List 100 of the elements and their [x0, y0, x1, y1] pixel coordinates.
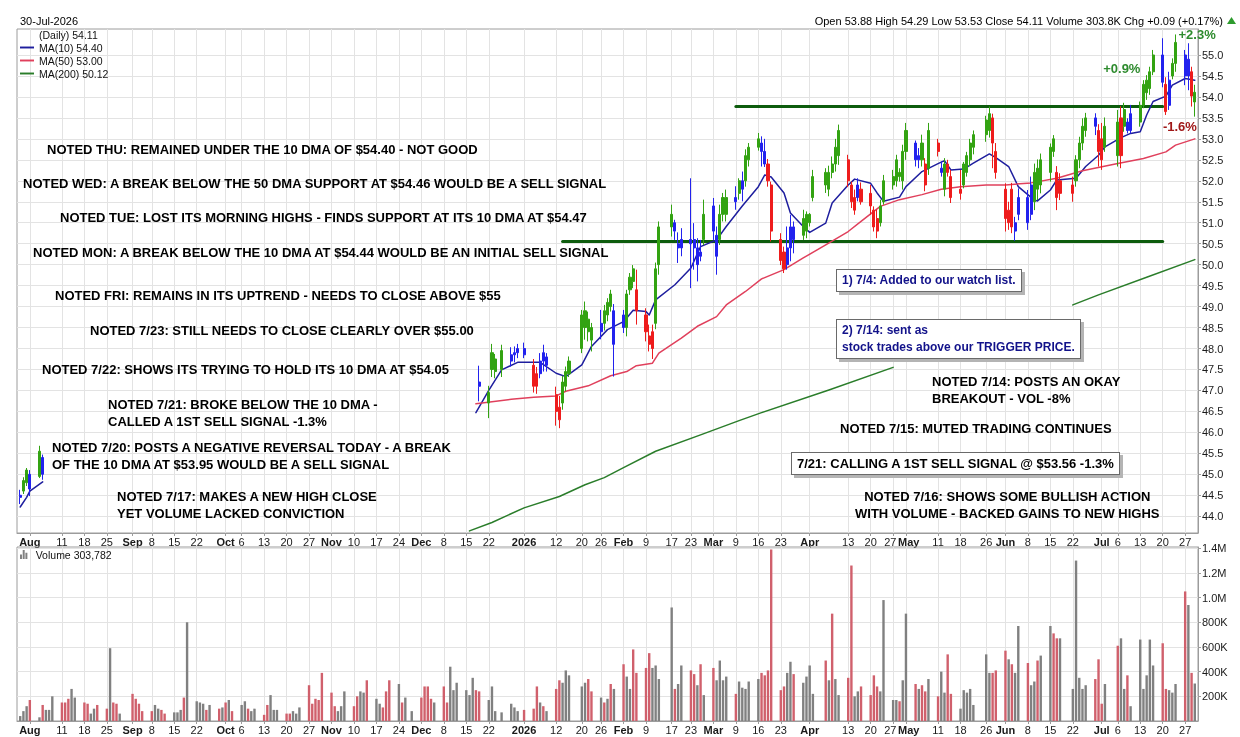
bar — [1084, 685, 1087, 721]
x-tick-label: Mar — [703, 723, 724, 736]
x-tick-label: 8 — [1024, 723, 1031, 736]
x-tick-label: 8 — [440, 723, 447, 736]
bar — [298, 707, 301, 721]
bar — [240, 704, 243, 721]
bar — [163, 713, 166, 721]
y-tick-label: 400K — [1202, 665, 1229, 678]
x-tick-label: 9 — [732, 723, 739, 736]
x-tick-label: 26 — [594, 723, 608, 736]
bar — [914, 683, 917, 721]
y-tick-label: 200K — [1202, 690, 1229, 703]
x-tick-label: Oct — [216, 723, 236, 736]
bar — [808, 665, 811, 721]
x-tick-label: 6 — [1114, 723, 1121, 736]
x-tick-label: 17 — [370, 723, 383, 736]
bar — [86, 703, 89, 721]
bar — [179, 709, 182, 721]
x-tick-label: 27 — [302, 723, 316, 736]
bar — [83, 702, 86, 721]
x-tick-label: Aug — [19, 723, 41, 736]
x-tick-label: 27 — [1179, 723, 1192, 736]
bar — [500, 712, 503, 721]
x-tick-label: 15 — [168, 723, 181, 736]
bar — [67, 698, 70, 721]
bar — [651, 667, 654, 721]
bar — [1190, 672, 1193, 721]
bar — [927, 679, 930, 721]
x-tick-label: 13 — [842, 723, 855, 736]
x-tick-label: Jun — [995, 723, 1016, 736]
bar — [834, 679, 837, 721]
bar — [516, 711, 519, 721]
bar — [670, 607, 673, 721]
x-tick-label: 18 — [78, 723, 91, 736]
x-tick-label: 17 — [665, 723, 678, 736]
bar — [41, 704, 44, 721]
bar — [606, 698, 609, 721]
bar — [946, 654, 949, 721]
x-tick-label: 24 — [392, 723, 406, 736]
x-tick-label: 10 — [347, 723, 361, 736]
x-tick-label: 6 — [238, 723, 245, 736]
bar — [850, 565, 853, 721]
x-tick-label: Nov — [321, 723, 343, 736]
x-tick-label: 23 — [684, 723, 698, 736]
bar — [712, 667, 715, 721]
x-tick-label: 9 — [642, 723, 650, 736]
bar — [1049, 625, 1052, 721]
x-tick-label: 22 — [482, 723, 495, 736]
legend-label: Volume 303,782 — [35, 548, 112, 561]
y-tick-label: 1.0M — [1202, 591, 1227, 604]
bar — [51, 696, 54, 721]
x-tick-label: 26 — [980, 723, 993, 736]
x-tick-label: 27 — [884, 723, 897, 736]
bar — [792, 674, 795, 721]
bar — [1174, 683, 1177, 721]
bar — [1129, 706, 1132, 721]
bar — [131, 693, 134, 721]
x-tick-label: 20 — [575, 723, 588, 736]
y-tick-label: 800K — [1202, 616, 1229, 629]
bar — [205, 709, 208, 721]
bar — [622, 664, 625, 721]
x-tick-label: 2026 — [511, 723, 537, 736]
bar — [314, 698, 317, 721]
x-tick-label: 8 — [148, 723, 155, 736]
bar — [118, 713, 121, 721]
x-tick-label: Apr — [800, 723, 820, 736]
y-tick-label: 600K — [1202, 640, 1229, 653]
bar — [513, 707, 516, 721]
x-tick-label: Feb — [613, 723, 634, 736]
bar — [1097, 659, 1100, 721]
x-tick-label: May — [898, 723, 921, 736]
bar — [330, 692, 333, 721]
bar — [882, 600, 885, 721]
x-tick-label: 20 — [864, 723, 877, 736]
bar — [1161, 643, 1164, 721]
bar — [1052, 633, 1055, 721]
x-tick-label: 20 — [1156, 723, 1169, 736]
bar — [1004, 650, 1007, 721]
x-tick-label: 25 — [100, 723, 113, 736]
bar — [654, 665, 657, 721]
bar — [362, 692, 365, 721]
x-tick-label: Jul — [1093, 723, 1110, 736]
bar — [208, 704, 211, 721]
x-tick-label: 12 — [550, 723, 563, 736]
bar — [1007, 659, 1010, 721]
bar — [455, 682, 458, 721]
bar — [269, 695, 272, 721]
bar — [1036, 660, 1039, 721]
bar — [266, 704, 269, 721]
bar — [545, 711, 548, 721]
x-tick-label: 13 — [257, 723, 271, 736]
bar — [70, 688, 73, 721]
x-tick-label: Sep — [122, 723, 143, 736]
bar — [359, 691, 362, 721]
x-tick-label: 20 — [280, 723, 293, 736]
bar — [757, 679, 760, 721]
bar — [375, 698, 378, 721]
bar — [542, 706, 545, 721]
x-tick-label: 22 — [190, 723, 203, 736]
bar — [404, 697, 407, 721]
